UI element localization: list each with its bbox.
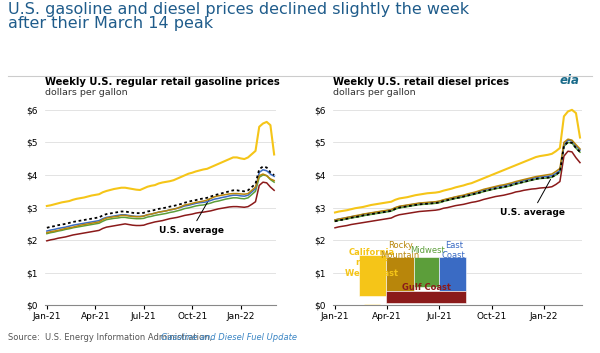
Text: Rocky
Mountain: Rocky Mountain — [380, 241, 420, 260]
Text: East
Coast: East Coast — [442, 241, 466, 260]
Text: U.S. average: U.S. average — [158, 199, 224, 235]
FancyBboxPatch shape — [386, 257, 414, 291]
FancyBboxPatch shape — [359, 255, 386, 296]
Text: Gasoline and Diesel Fuel Update: Gasoline and Diesel Fuel Update — [161, 334, 297, 342]
FancyBboxPatch shape — [439, 257, 466, 291]
Text: California
rest of
West Coast: California rest of West Coast — [345, 248, 398, 278]
Text: Source:  U.S. Energy Information Administration,: Source: U.S. Energy Information Administ… — [8, 334, 215, 342]
Text: dollars per gallon: dollars per gallon — [333, 88, 416, 97]
Text: Midwest: Midwest — [410, 246, 445, 255]
Text: U.S. average: U.S. average — [500, 179, 565, 217]
Text: eia: eia — [559, 74, 579, 87]
FancyBboxPatch shape — [386, 291, 466, 303]
Text: Weekly U.S. regular retail gasoline prices: Weekly U.S. regular retail gasoline pric… — [45, 77, 280, 87]
FancyBboxPatch shape — [364, 304, 380, 315]
FancyBboxPatch shape — [414, 257, 439, 287]
Text: Gulf Coast: Gulf Coast — [402, 283, 451, 292]
Text: Weekly U.S. retail diesel prices: Weekly U.S. retail diesel prices — [333, 77, 509, 87]
Text: dollars per gallon: dollars per gallon — [45, 88, 128, 97]
Text: after their March 14 peak: after their March 14 peak — [8, 16, 213, 31]
Text: U.S. gasoline and diesel prices declined slightly the week: U.S. gasoline and diesel prices declined… — [8, 2, 469, 17]
